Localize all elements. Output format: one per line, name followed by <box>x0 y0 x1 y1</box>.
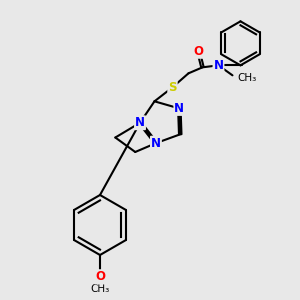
Text: N: N <box>135 116 145 129</box>
Text: N: N <box>174 102 184 115</box>
Text: CH₃: CH₃ <box>238 73 257 83</box>
Text: N: N <box>151 136 161 150</box>
Text: N: N <box>214 59 224 72</box>
Text: S: S <box>168 81 177 94</box>
Text: CH₃: CH₃ <box>90 284 110 294</box>
Text: O: O <box>95 271 105 284</box>
Text: O: O <box>194 45 203 58</box>
Text: O: O <box>95 271 105 284</box>
